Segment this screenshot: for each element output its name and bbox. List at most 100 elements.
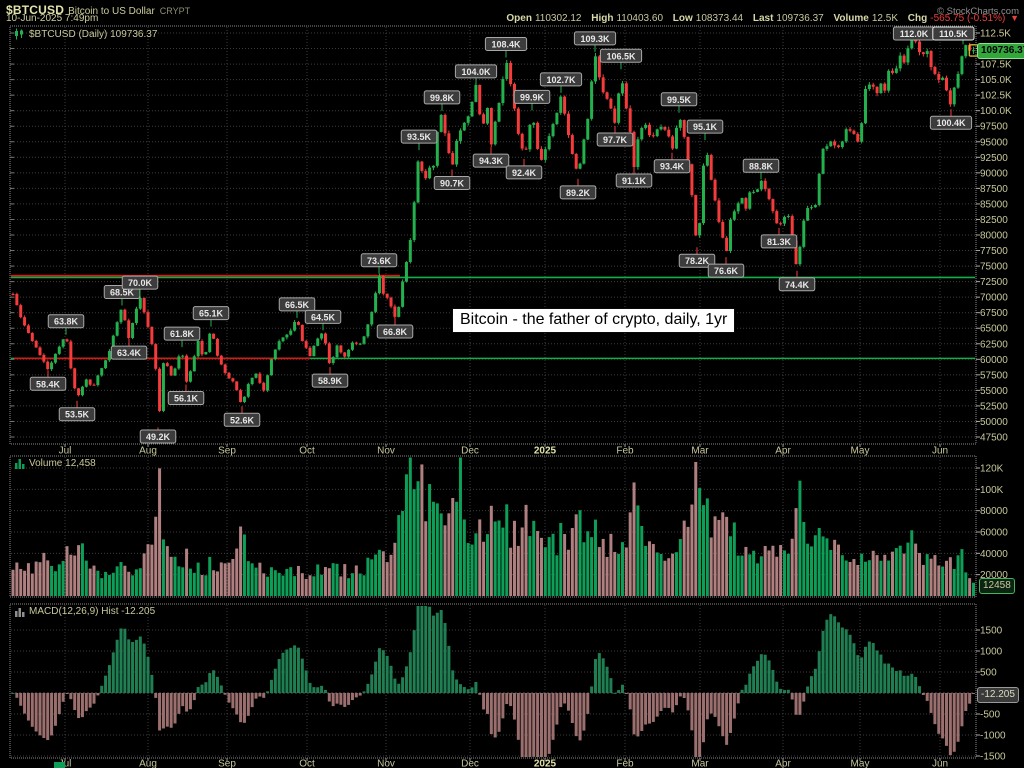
candle-body <box>925 51 929 55</box>
price-flag-label: 64.5K <box>311 312 336 322</box>
price-flag-label: 81.3K <box>767 237 792 247</box>
candle-body <box>759 180 763 190</box>
macd-histogram-bar <box>431 615 435 693</box>
chart-annotation[interactable]: Bitcoin - the father of crypto, daily, 1… <box>452 308 736 333</box>
volume-bar <box>61 560 65 596</box>
candle-body <box>821 148 825 174</box>
volume-bar <box>547 537 551 596</box>
macd-histogram-bar <box>161 693 165 729</box>
candle-body <box>825 146 829 149</box>
price-axis-label: 80000 <box>980 231 1008 242</box>
price-flag-box <box>423 90 461 105</box>
candle-body <box>755 189 759 192</box>
macd-histogram-bar <box>956 693 960 742</box>
candle-body <box>944 77 948 91</box>
candle-body <box>165 363 169 367</box>
candle-body <box>497 103 501 122</box>
price-flag-label: 106.5K <box>606 51 636 61</box>
candle-body <box>173 368 177 376</box>
volume-bar <box>362 575 366 596</box>
macd-histogram-bar <box>339 693 343 705</box>
candle-body <box>570 135 574 155</box>
candle-body <box>323 333 327 344</box>
macd-histogram-bar <box>266 691 270 693</box>
volume-bar <box>53 571 57 596</box>
price-flag-label: 56.1K <box>174 394 199 404</box>
price-flag-box <box>278 297 316 312</box>
volume-bar <box>910 530 914 596</box>
macd-histogram-bar <box>563 693 567 704</box>
candle-body <box>632 131 636 167</box>
price-flag-box <box>223 412 261 427</box>
candle-body <box>887 70 891 91</box>
candle-body <box>92 384 96 386</box>
candle-body <box>489 107 493 145</box>
last-price-axis-box: 109736.37 <box>977 43 1024 60</box>
candle-body <box>169 366 173 376</box>
candle-body <box>833 141 837 146</box>
volume-bar <box>26 563 30 596</box>
candle-body <box>906 48 910 63</box>
macd-histogram-bar <box>848 634 852 693</box>
macd-histogram-bar <box>794 693 798 715</box>
macd-histogram-bar <box>212 670 216 693</box>
volume-bar <box>308 575 312 596</box>
candle-body <box>439 114 443 132</box>
volume-bar <box>142 553 146 596</box>
volume-axis-label: 20000 <box>980 570 1008 581</box>
volume-legend-label: Volume 12,458 <box>29 458 96 469</box>
candle-body <box>636 139 640 167</box>
candle-body <box>377 275 381 294</box>
price-axis-label: 97500 <box>980 122 1008 133</box>
macd-histogram-bar <box>53 693 57 726</box>
volume-bar <box>165 546 169 596</box>
volume-bar <box>852 559 856 596</box>
macd-histogram-bar <box>146 656 150 693</box>
candle-body <box>894 68 898 73</box>
volume-bar <box>293 576 297 596</box>
macd-axis-label: -1500 <box>980 752 1006 763</box>
candle-body <box>200 340 204 355</box>
macd-panel-legend[interactable]: MACD(12,26,9) Hist -12.205 <box>14 606 155 617</box>
candle-body <box>53 353 57 363</box>
volume-bar <box>204 575 208 596</box>
macd-histogram-bar <box>142 643 146 693</box>
month-label: Jun <box>932 759 948 768</box>
candle-body <box>802 220 806 247</box>
macd-histogram-bar <box>863 646 867 693</box>
volume-panel-legend[interactable]: Volume 12,458 <box>14 458 96 469</box>
symbol[interactable]: $BTCUSD <box>6 3 65 17</box>
candle-body <box>416 161 420 203</box>
macd-histogram-bar <box>273 668 277 693</box>
macd-histogram-bar <box>605 666 609 693</box>
candlestick-icon <box>15 28 23 40</box>
price-axis-label: 60000 <box>980 355 1008 366</box>
candle-body <box>617 93 621 123</box>
volume-bar <box>223 563 227 596</box>
macd-histogram-bar <box>570 693 574 724</box>
candle-body <box>813 204 817 208</box>
candle-body <box>80 386 84 396</box>
macd-histogram-bar <box>331 693 335 707</box>
volume-bar <box>77 545 81 596</box>
volume-bar <box>586 531 590 596</box>
price-flag-label: 58.9K <box>318 376 343 386</box>
macd-histogram-bar <box>840 627 844 693</box>
volume-bar <box>57 564 61 596</box>
volume-bar <box>613 551 617 596</box>
price-flag-box <box>376 324 414 339</box>
price-flag-label: 100.4K <box>936 118 966 128</box>
price-panel-legend[interactable]: $BTCUSD (Daily) 109736.37 <box>14 28 157 40</box>
month-label: May <box>851 759 870 768</box>
volume-bar <box>821 536 825 596</box>
candle-body <box>219 355 223 365</box>
price-axis-label: 67500 <box>980 308 1008 319</box>
price-flag-box <box>932 26 975 41</box>
volume-bar <box>424 521 428 596</box>
month-label: Nov <box>377 446 395 457</box>
price-flag-box <box>686 119 724 134</box>
price-axis-label: 102.5K <box>980 91 1012 102</box>
candle-body <box>38 347 42 355</box>
macd-histogram-bar <box>948 693 952 756</box>
